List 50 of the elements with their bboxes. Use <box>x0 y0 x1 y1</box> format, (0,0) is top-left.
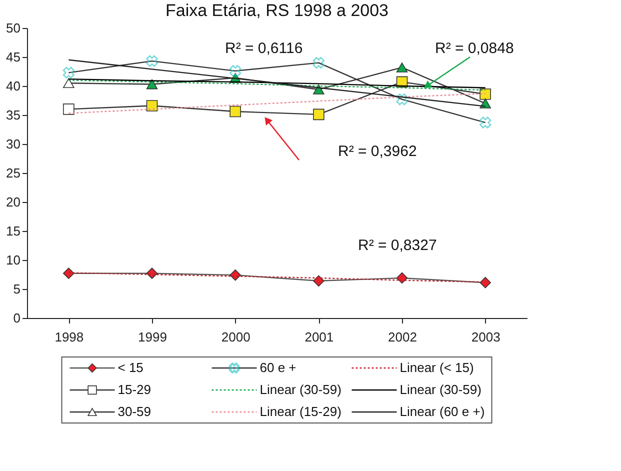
y-tick-label: 10 <box>6 252 20 268</box>
legend-label: < 15 <box>118 360 144 375</box>
x-tick-label: 2000 <box>221 330 250 344</box>
legend-label: Linear (60 e +) <box>400 404 485 419</box>
point <box>63 78 74 88</box>
legend-label: 30-59 <box>118 404 151 419</box>
x-tick-label: 2002 <box>388 330 417 344</box>
point <box>230 106 241 118</box>
annotation: R² = 0,0848 <box>435 40 514 57</box>
point <box>313 108 324 120</box>
point <box>396 62 408 72</box>
point <box>480 276 491 288</box>
point <box>313 275 324 287</box>
point <box>396 272 408 284</box>
y-tick-label: 40 <box>6 78 20 94</box>
point <box>479 116 492 128</box>
point <box>313 84 324 94</box>
chart-title: Faixa Etária, RS 1998 a 2003 <box>165 1 389 20</box>
legend-label: 15-29 <box>118 382 151 397</box>
point <box>146 268 158 279</box>
legend-label: Linear (30-59) <box>260 382 342 397</box>
legend-label: Linear (15-29) <box>260 404 342 419</box>
point <box>480 88 491 100</box>
point <box>62 66 75 78</box>
x-tick-label: 1999 <box>138 330 167 344</box>
y-tick-label: 15 <box>6 224 20 238</box>
annotation: R² = 0,8327 <box>358 237 437 254</box>
legend-label: Linear (30-59) <box>400 382 482 397</box>
y-tick-label: 0 <box>13 310 20 326</box>
point <box>63 268 74 279</box>
point <box>146 100 158 112</box>
y-tick-label: 50 <box>6 20 20 36</box>
y-tick-label: 45 <box>6 50 20 64</box>
point <box>229 65 242 77</box>
y-tick-label: 35 <box>6 108 20 122</box>
annotation: R² = 0,6116 <box>225 40 303 57</box>
x-tick-label: 2001 <box>304 330 334 344</box>
point <box>146 55 158 67</box>
annotation: R² = 0,3962 <box>338 143 417 160</box>
y-tick-label: 30 <box>6 136 20 152</box>
y-tick-label: 5 <box>13 282 20 296</box>
y-tick-label: 20 <box>6 194 20 210</box>
x-tick-label: 2003 <box>471 330 500 344</box>
x-tick-label: 1998 <box>54 330 84 344</box>
point <box>63 104 74 115</box>
point <box>312 56 325 69</box>
y-tick-label: 25 <box>6 166 20 180</box>
legend-label: 60 e + <box>260 360 296 375</box>
legend-label: Linear (< 15) <box>400 360 474 375</box>
point <box>396 94 408 106</box>
